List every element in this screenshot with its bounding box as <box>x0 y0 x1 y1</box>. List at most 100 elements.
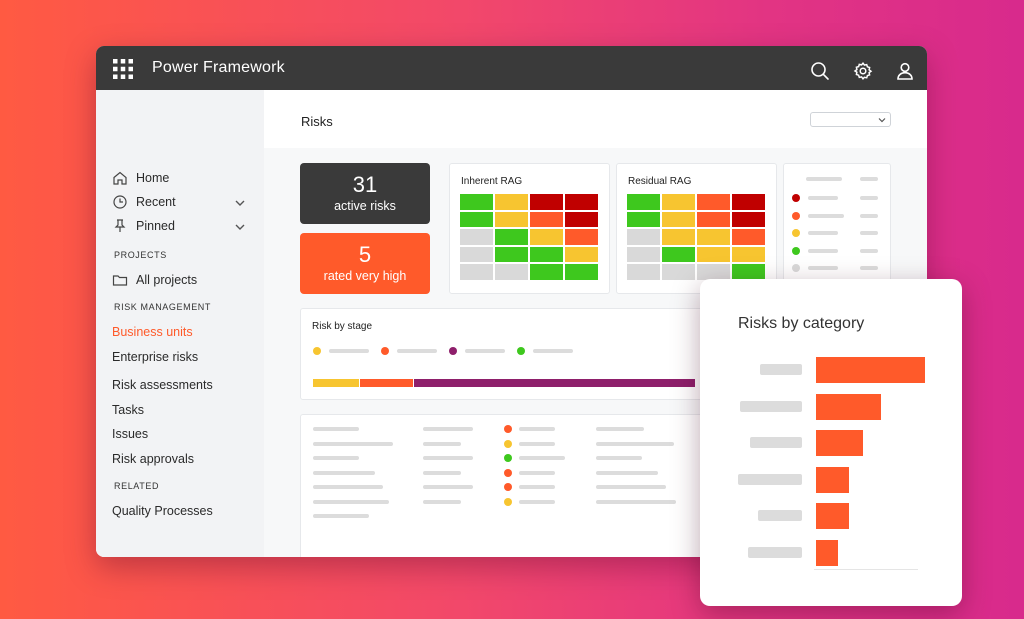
heatmap-cell <box>495 194 528 210</box>
sidebar-item-label: Risk approvals <box>112 452 194 466</box>
status-dot <box>504 468 512 477</box>
stat-rated-very-high[interactable]: 5 rated very high <box>300 233 430 294</box>
heatmap-cell <box>495 229 528 245</box>
placeholder-text <box>519 441 555 446</box>
placeholder-text <box>596 470 658 475</box>
placeholder-text <box>313 456 359 460</box>
heatmap-cell <box>732 229 765 245</box>
user-icon[interactable] <box>895 61 915 81</box>
heatmap-cell <box>460 246 493 262</box>
placeholder-text <box>519 427 555 431</box>
legend-dot <box>792 246 800 255</box>
heatmap-cell <box>732 264 765 280</box>
category-bar <box>816 430 863 456</box>
heatmap-cell <box>662 229 695 245</box>
pin-icon <box>114 219 126 232</box>
placeholder-text <box>423 427 473 431</box>
heatmap-cell <box>732 246 765 262</box>
category-bar <box>816 466 849 493</box>
residual-rag-card: Residual RAG <box>616 163 777 294</box>
card-title: Risk by stage <box>312 321 373 332</box>
sidebar-item-all-projects[interactable]: All projects <box>112 272 197 288</box>
sidebar-item-label: Risk assessments <box>112 378 213 392</box>
heatmap-cell <box>495 211 528 227</box>
card-title: Residual RAG <box>628 176 692 187</box>
placeholder-text <box>533 349 573 353</box>
placeholder-text <box>519 499 555 504</box>
page-header: Risks <box>264 90 927 148</box>
placeholder-text <box>860 266 878 270</box>
placeholder-text <box>519 456 565 460</box>
heatmap-cell <box>627 229 660 245</box>
heatmap-cell <box>565 246 598 262</box>
sidebar-item-recent[interactable]: Recent <box>112 194 176 210</box>
residual-rag-heatmap <box>627 194 765 280</box>
page-title: Risks <box>301 114 333 129</box>
placeholder-text <box>860 177 878 181</box>
placeholder-text <box>313 514 369 518</box>
heatmap-cell <box>565 211 598 227</box>
heatmap-cell <box>565 229 598 245</box>
heatmap-cell <box>627 211 660 227</box>
category-label <box>748 546 802 558</box>
heatmap-cell <box>460 194 493 210</box>
section-label-related: RELATED <box>114 481 160 491</box>
sidebar-item-label: Tasks <box>112 403 144 417</box>
category-bar <box>816 357 925 383</box>
sidebar-item-enterprise-risks[interactable]: Enterprise risks <box>112 350 198 364</box>
category-label <box>738 473 802 485</box>
chevron-down-icon[interactable] <box>234 197 246 209</box>
placeholder-text <box>313 470 375 475</box>
app-launcher-icon[interactable] <box>113 59 133 79</box>
stage-segment <box>414 379 695 387</box>
gear-icon[interactable] <box>853 61 873 81</box>
placeholder-text <box>329 349 369 353</box>
placeholder-text <box>860 231 878 235</box>
sidebar-item-pinned[interactable]: Pinned <box>112 218 175 234</box>
placeholder-text <box>423 441 461 446</box>
heatmap-cell <box>495 264 528 280</box>
category-bar <box>816 393 881 420</box>
sidebar-item-business-units[interactable]: Business units <box>112 325 193 339</box>
heatmap-cell <box>697 211 730 227</box>
heatmap-cell <box>530 211 563 227</box>
stage-segment <box>313 379 359 387</box>
sidebar-item-home[interactable]: Home <box>112 170 169 186</box>
sidebar-item-tasks[interactable]: Tasks <box>112 403 144 417</box>
stage-segment <box>360 379 413 387</box>
search-icon[interactable] <box>810 61 830 81</box>
table-row <box>301 468 801 481</box>
stat-value: 31 <box>352 172 378 197</box>
sidebar-item-label: Quality Processes <box>112 504 213 518</box>
legend-dot <box>792 229 800 237</box>
sidebar-item-quality-processes[interactable]: Quality Processes <box>112 504 213 518</box>
sidebar-item-issues[interactable]: Issues <box>112 427 148 441</box>
app-title: Power Framework <box>152 59 285 76</box>
card-title: Inherent RAG <box>461 176 523 187</box>
heatmap-cell <box>565 264 598 280</box>
category-bar <box>816 503 849 529</box>
sidebar-item-label: Home <box>136 171 170 185</box>
popup-title: Risks by category <box>738 315 865 332</box>
sidebar-item-risk-assessments[interactable]: Risk assessments <box>112 378 213 392</box>
table-row <box>301 497 801 510</box>
placeholder-text <box>808 213 844 218</box>
sidebar-item-risk-approvals[interactable]: Risk approvals <box>112 452 194 466</box>
heatmap-cell <box>530 246 563 262</box>
chevron-down-icon[interactable] <box>234 221 246 233</box>
placeholder-text <box>423 456 473 460</box>
sidebar-item-label: Enterprise risks <box>112 350 199 364</box>
table-row <box>301 454 801 466</box>
placeholder-text <box>313 441 393 446</box>
status-dot <box>504 425 512 433</box>
stat-value: 5 <box>358 242 372 267</box>
placeholder-text <box>313 485 383 489</box>
heatmap-cell <box>460 229 493 245</box>
placeholder-text <box>423 485 473 489</box>
inherent-rag-card: Inherent RAG <box>449 163 610 294</box>
sidebar-item-label: Recent <box>136 195 176 209</box>
placeholder-text <box>596 456 642 460</box>
heatmap-cell <box>627 264 660 280</box>
stat-active-risks[interactable]: 31 active risks <box>300 163 430 224</box>
filter-dropdown[interactable] <box>810 112 891 127</box>
